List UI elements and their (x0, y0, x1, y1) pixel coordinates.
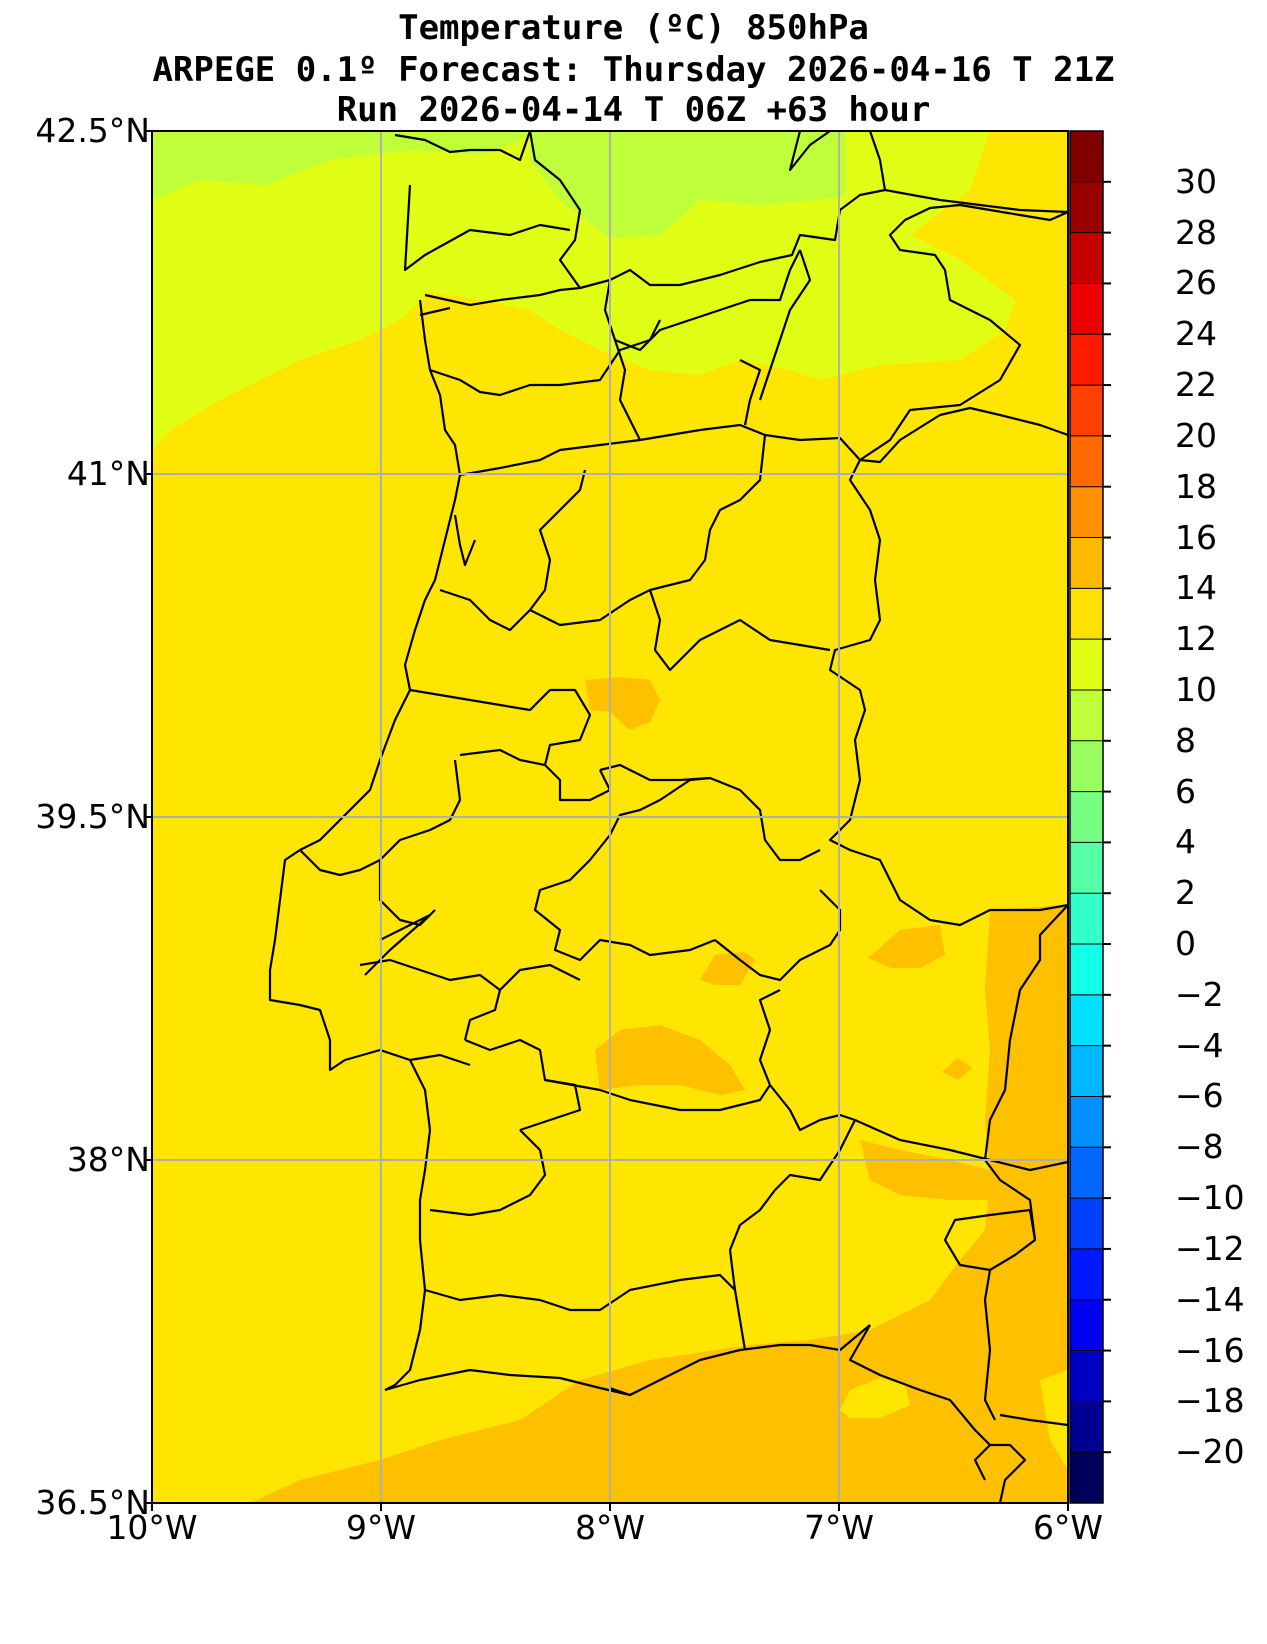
band-12-14-island (840, 1378, 910, 1418)
lon-label-6w: 6°W (1032, 1508, 1104, 1547)
colorbar-tick-label: −12 (1175, 1228, 1245, 1268)
colorbar-segment (1070, 1401, 1103, 1453)
colorbar-segment (1070, 486, 1103, 539)
band-8-10 (152, 131, 845, 238)
band-14-16-patch-f (942, 1058, 972, 1080)
colorbar-segment (1070, 740, 1103, 793)
colorbar-tick-label: 14 (1175, 568, 1217, 608)
colorbar-tick-label: 18 (1175, 466, 1217, 506)
colorbar-tick-label: 8 (1175, 720, 1196, 760)
colorbar-tick-label: 6 (1175, 771, 1196, 811)
colorbar-segment (1070, 1147, 1103, 1199)
lat-label-39-5: 39.5°N (35, 797, 150, 836)
lat-label-42-5: 42.5°N (35, 111, 150, 150)
band-14-16-patch-c (868, 925, 945, 968)
colorbar-segment (1070, 181, 1103, 234)
colorbar-tick-label: 28 (1175, 212, 1217, 252)
colorbar-tick-label: −14 (1175, 1279, 1245, 1319)
colorbar-frame (1069, 130, 1104, 1504)
colorbar-segment (1070, 994, 1103, 1047)
colorbar-tick-label: 26 (1175, 263, 1217, 303)
axis-ticks (144, 130, 1069, 1511)
colorbar-tick-label: −2 (1175, 974, 1224, 1014)
colorbar-segment (1070, 944, 1103, 996)
colorbar-segment (1070, 1096, 1103, 1148)
colorbar-tick-label: 12 (1175, 619, 1217, 659)
colorbar-tick-label: 10 (1175, 669, 1217, 709)
colorbar-tick-label: −8 (1175, 1127, 1224, 1167)
lat-label-36-5: 36.5°N (35, 1483, 150, 1522)
colorbar-segment (1070, 639, 1103, 691)
colorbar-tick-label: −6 (1175, 1076, 1224, 1116)
lon-label-8w: 8°W (574, 1508, 646, 1547)
colorbar-tick-label: 30 (1175, 161, 1217, 201)
colorbar-segment (1070, 791, 1103, 843)
colorbar-tick-label: 16 (1175, 517, 1217, 557)
colorbar-tick-label: 0 (1175, 924, 1196, 964)
colorbar-segment (1070, 435, 1103, 488)
band-14-16-patch-a (860, 1140, 1020, 1200)
colorbar-segment (1070, 131, 1103, 183)
lon-label-9w: 9°W (345, 1508, 417, 1547)
lon-label-10w: 10°W (106, 1508, 198, 1547)
colorbar-tick-label: 24 (1175, 314, 1217, 354)
colorbar-segment (1070, 588, 1103, 640)
colorbar-segment (1070, 893, 1103, 945)
lat-label-41: 41°N (66, 454, 150, 493)
band-14-16-patch-e (585, 677, 660, 730)
colorbar-segment (1070, 1248, 1103, 1301)
gridlines (152, 131, 1068, 1503)
colorbar-tick-label: −16 (1175, 1330, 1245, 1370)
lon-label-7w: 7°W (803, 1508, 875, 1547)
band-12-14-east (1040, 1370, 1068, 1470)
colorbar-segment (1070, 537, 1103, 589)
title-variable: Temperature (ºC) 850hPa (398, 8, 869, 48)
colorbar-segment (1070, 1299, 1103, 1352)
colorbar-tick-label: 2 (1175, 873, 1196, 913)
colorbar-segment (1070, 1350, 1103, 1402)
title-forecast: ARPEGE 0.1º Forecast: Thursday 2026-04-1… (152, 50, 1115, 90)
colorbar-segment (1070, 842, 1103, 894)
colorbar-segment (1070, 232, 1103, 284)
band-14-16-south (250, 905, 1068, 1503)
colorbar-segment (1070, 1045, 1103, 1097)
colorbar-tick-label: 4 (1175, 822, 1196, 862)
colorbar-segment (1070, 385, 1103, 437)
colorbar-segment (1070, 689, 1103, 742)
colorbar-tick-label: −10 (1175, 1178, 1245, 1218)
colorbar-segment (1070, 1198, 1103, 1250)
colorbar-segment (1070, 334, 1103, 386)
lat-label-38: 38°N (66, 1140, 150, 1179)
colorbar-tick-label: −18 (1175, 1381, 1245, 1421)
colorbar (1069, 130, 1111, 1504)
colorbar-tick-label: −4 (1175, 1025, 1224, 1065)
temperature-field (152, 131, 1068, 1503)
colorbar-segment (1070, 1452, 1103, 1504)
colorbar-tick-label: 22 (1175, 365, 1217, 405)
colorbar-segment (1070, 283, 1103, 335)
colorbar-tick-label: 20 (1175, 415, 1217, 455)
colorbar-tick-label: −20 (1175, 1432, 1245, 1472)
title-run: Run 2026-04-14 T 06Z +63 hour (336, 90, 931, 130)
band-14-16-patch-b (595, 1025, 745, 1095)
